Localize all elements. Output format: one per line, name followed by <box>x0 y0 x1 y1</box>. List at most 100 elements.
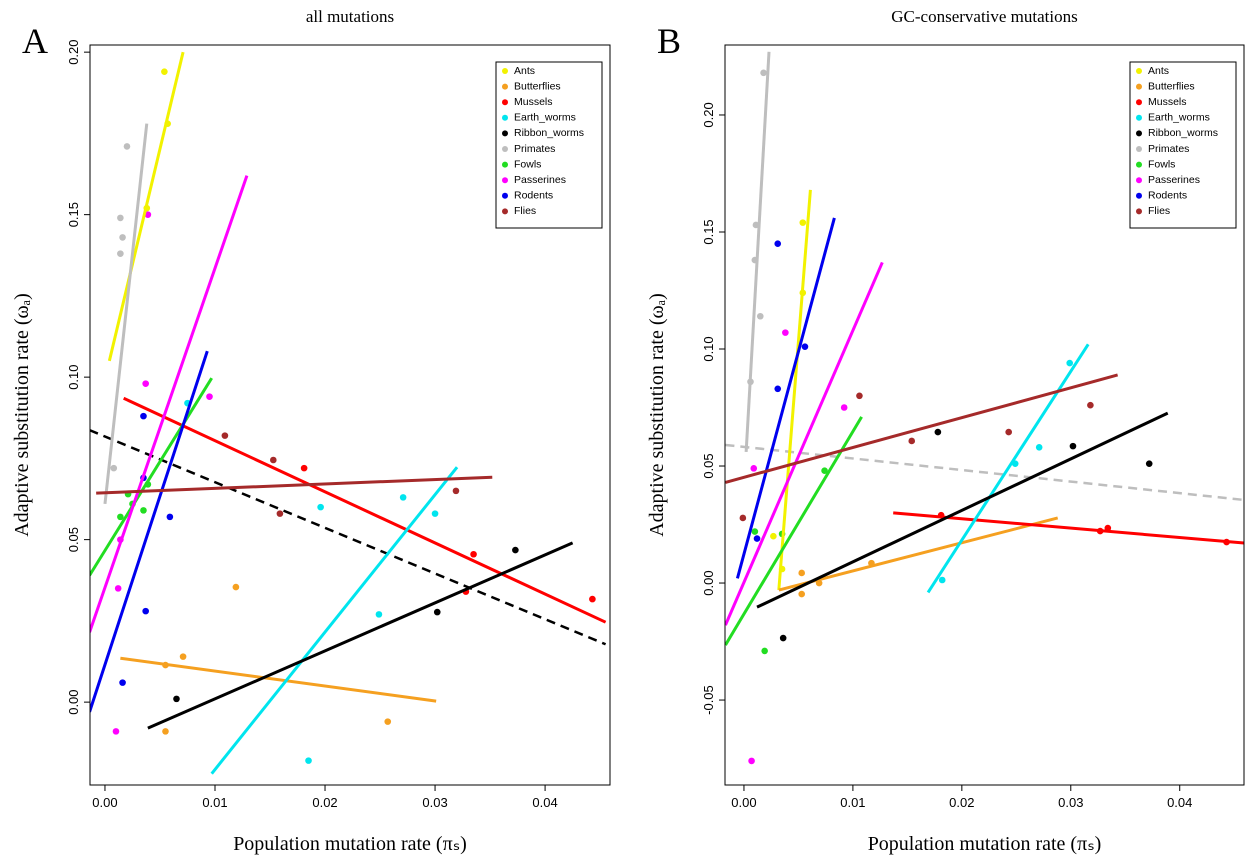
plot-area <box>90 51 607 775</box>
x-tick-label: 0.01 <box>202 795 227 810</box>
legend-label: Fowls <box>1148 158 1175 170</box>
x-tick-label: 0.02 <box>949 795 974 810</box>
legend-box <box>495 61 603 229</box>
legend-label: Rodents <box>1148 190 1187 202</box>
point <box>589 595 596 603</box>
fit-line <box>90 175 249 633</box>
y-axis-label: Adaptive substitution rate (ωₐ) <box>11 293 33 537</box>
y-tick-label: 0.10 <box>66 364 81 389</box>
point <box>1069 442 1077 450</box>
legend-marker <box>1136 114 1142 121</box>
legend: Ants Butterflies Mussels Earth_worms Ribbon_… <box>1129 61 1237 229</box>
panel-label: A <box>22 21 48 61</box>
point <box>1087 401 1094 409</box>
point <box>908 437 916 445</box>
fit-line <box>777 189 812 591</box>
fit-line <box>147 541 574 730</box>
point <box>399 494 407 501</box>
legend: Ants Butterflies Mussels Earth_worms Ribbon_… <box>495 61 603 229</box>
fit-line <box>103 123 149 505</box>
point <box>770 532 777 540</box>
point <box>750 465 758 472</box>
legend-label: Earth_worms <box>1148 112 1210 124</box>
legend-marker <box>1136 161 1142 168</box>
legend-marker <box>1136 208 1142 215</box>
point <box>142 607 149 615</box>
y-tick-label: 0.20 <box>66 39 81 64</box>
fit-line <box>210 466 459 775</box>
point <box>162 728 169 735</box>
point <box>748 757 755 765</box>
legend-label: Ants <box>1148 65 1169 77</box>
point <box>774 240 782 247</box>
point <box>782 329 789 336</box>
y-tick-label: 0.00 <box>701 570 716 595</box>
point <box>140 507 147 514</box>
overall-fit-line <box>90 428 607 646</box>
legend-marker <box>502 130 508 137</box>
panel: B GC-conservative mutations Population mut… <box>646 7 1245 855</box>
legend-marker <box>502 83 508 90</box>
point <box>270 456 277 464</box>
fit-line <box>725 416 863 646</box>
x-tick-label: 0.01 <box>840 795 865 810</box>
point <box>112 728 120 735</box>
point <box>470 550 477 558</box>
point <box>756 312 764 320</box>
point <box>751 528 759 535</box>
legend-marker <box>502 177 508 184</box>
legend-label: Rodents <box>514 190 553 202</box>
y-tick-label: 0.05 <box>66 527 81 552</box>
fit-line <box>725 261 884 626</box>
legend-label: Primates <box>514 143 555 155</box>
x-tick-label: 0.02 <box>312 795 337 810</box>
legend-marker <box>1136 192 1142 199</box>
legend-label: Flies <box>1148 205 1170 217</box>
legend-label: Ants <box>514 65 535 77</box>
legend-marker <box>502 192 508 199</box>
point <box>117 250 124 257</box>
fit-line <box>123 396 607 624</box>
chart-title: GC-conservative mutations <box>891 7 1078 26</box>
point <box>114 585 122 592</box>
fit-line <box>778 516 1059 592</box>
point <box>761 647 768 655</box>
point <box>1005 428 1012 436</box>
fit-line <box>926 343 1090 594</box>
chart-title: all mutations <box>306 7 394 26</box>
point <box>166 513 174 521</box>
point <box>512 546 519 554</box>
point <box>384 718 392 725</box>
legend-label: Earth_worms <box>514 112 576 124</box>
x-tick-label: 0.00 <box>731 795 756 810</box>
point <box>119 234 126 241</box>
point <box>1066 359 1073 367</box>
legend-marker <box>1136 68 1142 74</box>
point <box>1035 443 1043 451</box>
legend-marker <box>502 161 508 168</box>
legend-label: Butterflies <box>514 80 561 92</box>
x-axis-label: Population mutation rate (πₛ) <box>868 833 1102 855</box>
point <box>140 412 147 420</box>
x-tick-label: 0.03 <box>1058 795 1083 810</box>
legend-label: Flies <box>514 205 536 217</box>
point <box>798 590 805 598</box>
legend-label: Primates <box>1148 143 1189 155</box>
plot-area <box>725 51 1244 765</box>
fit-line <box>735 217 836 579</box>
point <box>938 576 946 584</box>
legend-marker <box>502 208 508 215</box>
fit-line <box>120 656 437 703</box>
point <box>119 679 126 686</box>
legend-marker <box>502 68 508 74</box>
legend-box <box>1129 61 1237 229</box>
point <box>161 68 168 75</box>
y-tick-label: 0.10 <box>701 336 716 361</box>
legend-marker <box>502 146 508 152</box>
point <box>739 514 747 522</box>
fit-line <box>96 475 493 495</box>
point <box>774 385 782 393</box>
x-tick-label: 0.04 <box>1167 795 1192 810</box>
